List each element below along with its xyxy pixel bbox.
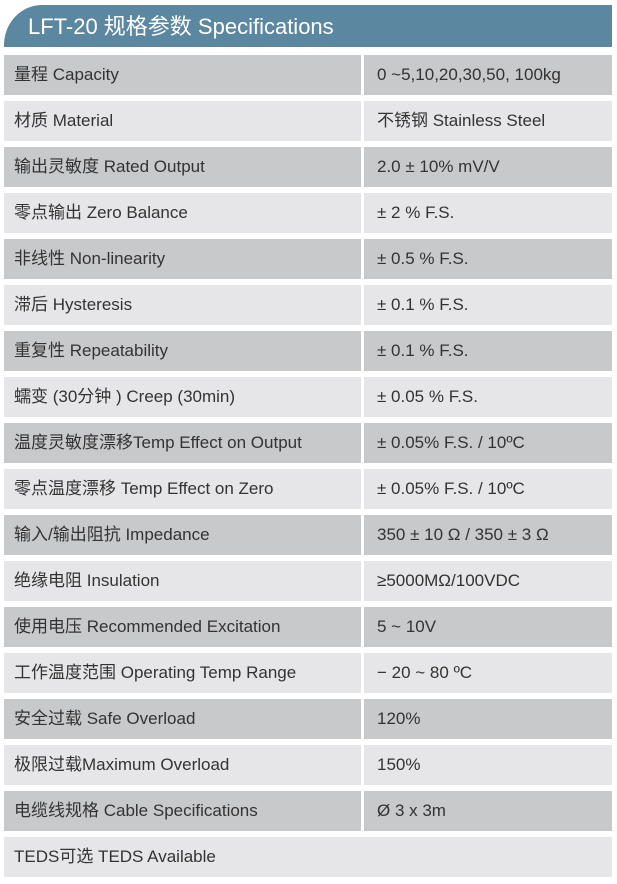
spec-value: 2.0 ± 10% mV/V [364,147,612,187]
spec-label: 材质 Material [4,101,361,141]
spec-label: 使用电压 Recommended Excitation [4,607,361,647]
spec-label: 重复性 Repeatability [4,331,361,371]
spec-row: 输入/输出阻抗 Impedance 350 ± 10 Ω / 350 ± 3 Ω [4,515,612,555]
spec-row: 零点输出 Zero Balance ± 2 % F.S. [4,193,612,233]
spec-label: 输入/输出阻抗 Impedance [4,515,361,555]
spec-value: 0 ~5,10,20,30,50, 100kg [364,55,612,95]
spec-value: 350 ± 10 Ω / 350 ± 3 Ω [364,515,612,555]
spec-label: 非线性 Non-linearity [4,239,361,279]
spec-label: 安全过载 Safe Overload [4,699,361,739]
spec-label: 输出灵敏度 Rated Output [4,147,361,187]
spec-value: 不锈钢 Stainless Steel [364,101,612,141]
spec-row: 蠕变 (30分钟 ) Creep (30min) ± 0.05 % F.S. [4,377,612,417]
spec-row: 输出灵敏度 Rated Output 2.0 ± 10% mV/V [4,147,612,187]
spec-label: 零点温度漂移 Temp Effect on Zero [4,469,361,509]
spec-row: 非线性 Non-linearity ± 0.5 % F.S. [4,239,612,279]
spec-row: 重复性 Repeatability ± 0.1 % F.S. [4,331,612,371]
spec-label: 极限过载Maximum Overload [4,745,361,785]
spec-row: 温度灵敏度漂移Temp Effect on Output ± 0.05% F.S.… [4,423,612,463]
spec-label: 温度灵敏度漂移Temp Effect on Output [4,423,361,463]
spec-value: ± 0.5 % F.S. [364,239,612,279]
spec-label: TEDS可选 TEDS Available [4,837,612,877]
spec-row: 工作温度范围 Operating Temp Range − 20 ~ 80 ºC [4,653,612,693]
spec-table: 量程 Capacity 0 ~5,10,20,30,50, 100kg 材质 Mat… [4,55,612,883]
spec-title: LFT-20 规格参数 Specifications [4,5,612,47]
spec-value: ± 0.05% F.S. / 10ºC [364,469,612,509]
spec-row: 电缆线规格 Cable Specifications Ø 3 x 3m [4,791,612,831]
spec-label: 蠕变 (30分钟 ) Creep (30min) [4,377,361,417]
spec-row: 安全过载 Safe Overload 120% [4,699,612,739]
spec-row: 使用电压 Recommended Excitation 5 ~ 10V [4,607,612,647]
spec-label: 量程 Capacity [4,55,361,95]
spec-value: 5 ~ 10V [364,607,612,647]
spec-label: 滞后 Hysteresis [4,285,361,325]
spec-value: ± 0.1 % F.S. [364,285,612,325]
spec-row: 滞后 Hysteresis ± 0.1 % F.S. [4,285,612,325]
spec-row-teds: TEDS可选 TEDS Available [4,837,612,877]
spec-row: 极限过载Maximum Overload 150% [4,745,612,785]
spec-value: − 20 ~ 80 ºC [364,653,612,693]
spec-label: 工作温度范围 Operating Temp Range [4,653,361,693]
spec-row: 零点温度漂移 Temp Effect on Zero ± 0.05% F.S. /… [4,469,612,509]
spec-value: Ø 3 x 3m [364,791,612,831]
spec-row: 绝缘电阻 Insulation ≥5000MΩ/100VDC [4,561,612,601]
spec-value: ± 2 % F.S. [364,193,612,233]
spec-value: 150% [364,745,612,785]
spec-row: 材质 Material 不锈钢 Stainless Steel [4,101,612,141]
spec-value: 120% [364,699,612,739]
spec-label: 零点输出 Zero Balance [4,193,361,233]
spec-label: 绝缘电阻 Insulation [4,561,361,601]
spec-label: 电缆线规格 Cable Specifications [4,791,361,831]
spec-value: ± 0.05 % F.S. [364,377,612,417]
spec-value: ± 0.1 % F.S. [364,331,612,371]
spec-value: ± 0.05% F.S. / 10ºC [364,423,612,463]
spec-value: ≥5000MΩ/100VDC [364,561,612,601]
spec-row: 量程 Capacity 0 ~5,10,20,30,50, 100kg [4,55,612,95]
